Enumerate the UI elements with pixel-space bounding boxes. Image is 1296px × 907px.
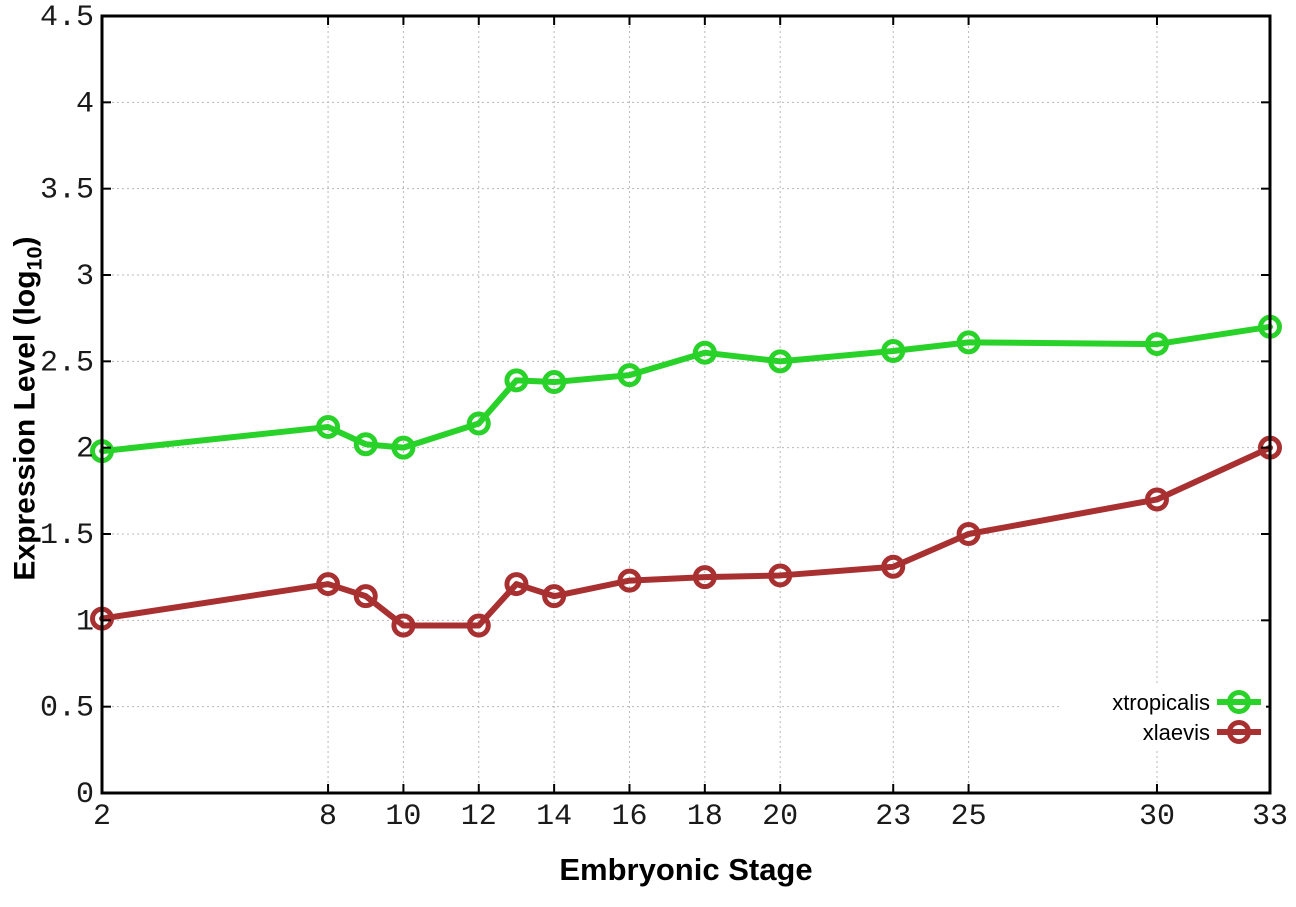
legend: xtropicalis xlaevis [1060,684,1266,748]
x-tick-label: 8 [319,800,337,834]
axis-ticks [101,15,1271,794]
x-tick-label: 23 [875,800,911,834]
x-axis-title: Embryonic Stage [559,852,813,887]
x-tick-label: 16 [611,800,647,834]
x-tick-label: 12 [461,800,497,834]
x-tick-label: 10 [385,800,421,834]
legend-marker-xlaevis [1217,720,1261,744]
y-tick-label: 1 [76,605,94,639]
x-tick-labels: 2 8 10 12 14 16 18 20 23 25 30 33 [93,800,1288,834]
y-tick-label: 4 [76,87,94,121]
y-tick-labels: 0 0.5 1 1.5 2 2.5 3 3.5 4 4.5 [40,1,94,812]
legend-label-xtropicalis: xtropicalis [1112,690,1210,715]
y-axis-title-subscript: 10 [21,246,47,271]
series-xlaevis [90,435,1282,638]
y-tick-label: 0.5 [40,692,94,726]
x-tick-label: 30 [1139,800,1175,834]
gridlines [102,16,1270,793]
y-tick-label: 4.5 [40,1,94,35]
x-tick-label: 18 [687,800,723,834]
x-tick-label: 25 [951,800,987,834]
y-tick-label: 3.5 [40,174,94,208]
series-xtropicalis [90,314,1282,464]
y-axis-title-text: Expression Level (log [8,270,42,581]
x-tick-label: 2 [93,800,111,834]
y-tick-label: 3 [76,260,94,294]
x-tick-label: 14 [536,800,572,834]
x-tick-label: 33 [1252,800,1288,834]
x-tick-label: 20 [762,800,798,834]
y-tick-label: 2 [76,433,94,467]
y-tick-label: 2.5 [40,346,94,380]
legend-marker-xtropicalis [1217,690,1261,714]
y-axis-title-suffix: ) [8,236,42,247]
y-tick-label: 1.5 [40,519,94,553]
legend-label-xlaevis: xlaevis [1143,720,1210,745]
series-lines [90,314,1282,638]
y-axis-title: Expression Level (log10) [9,199,48,619]
plot-border [100,14,1272,795]
y-tick-label: 0 [76,778,94,812]
